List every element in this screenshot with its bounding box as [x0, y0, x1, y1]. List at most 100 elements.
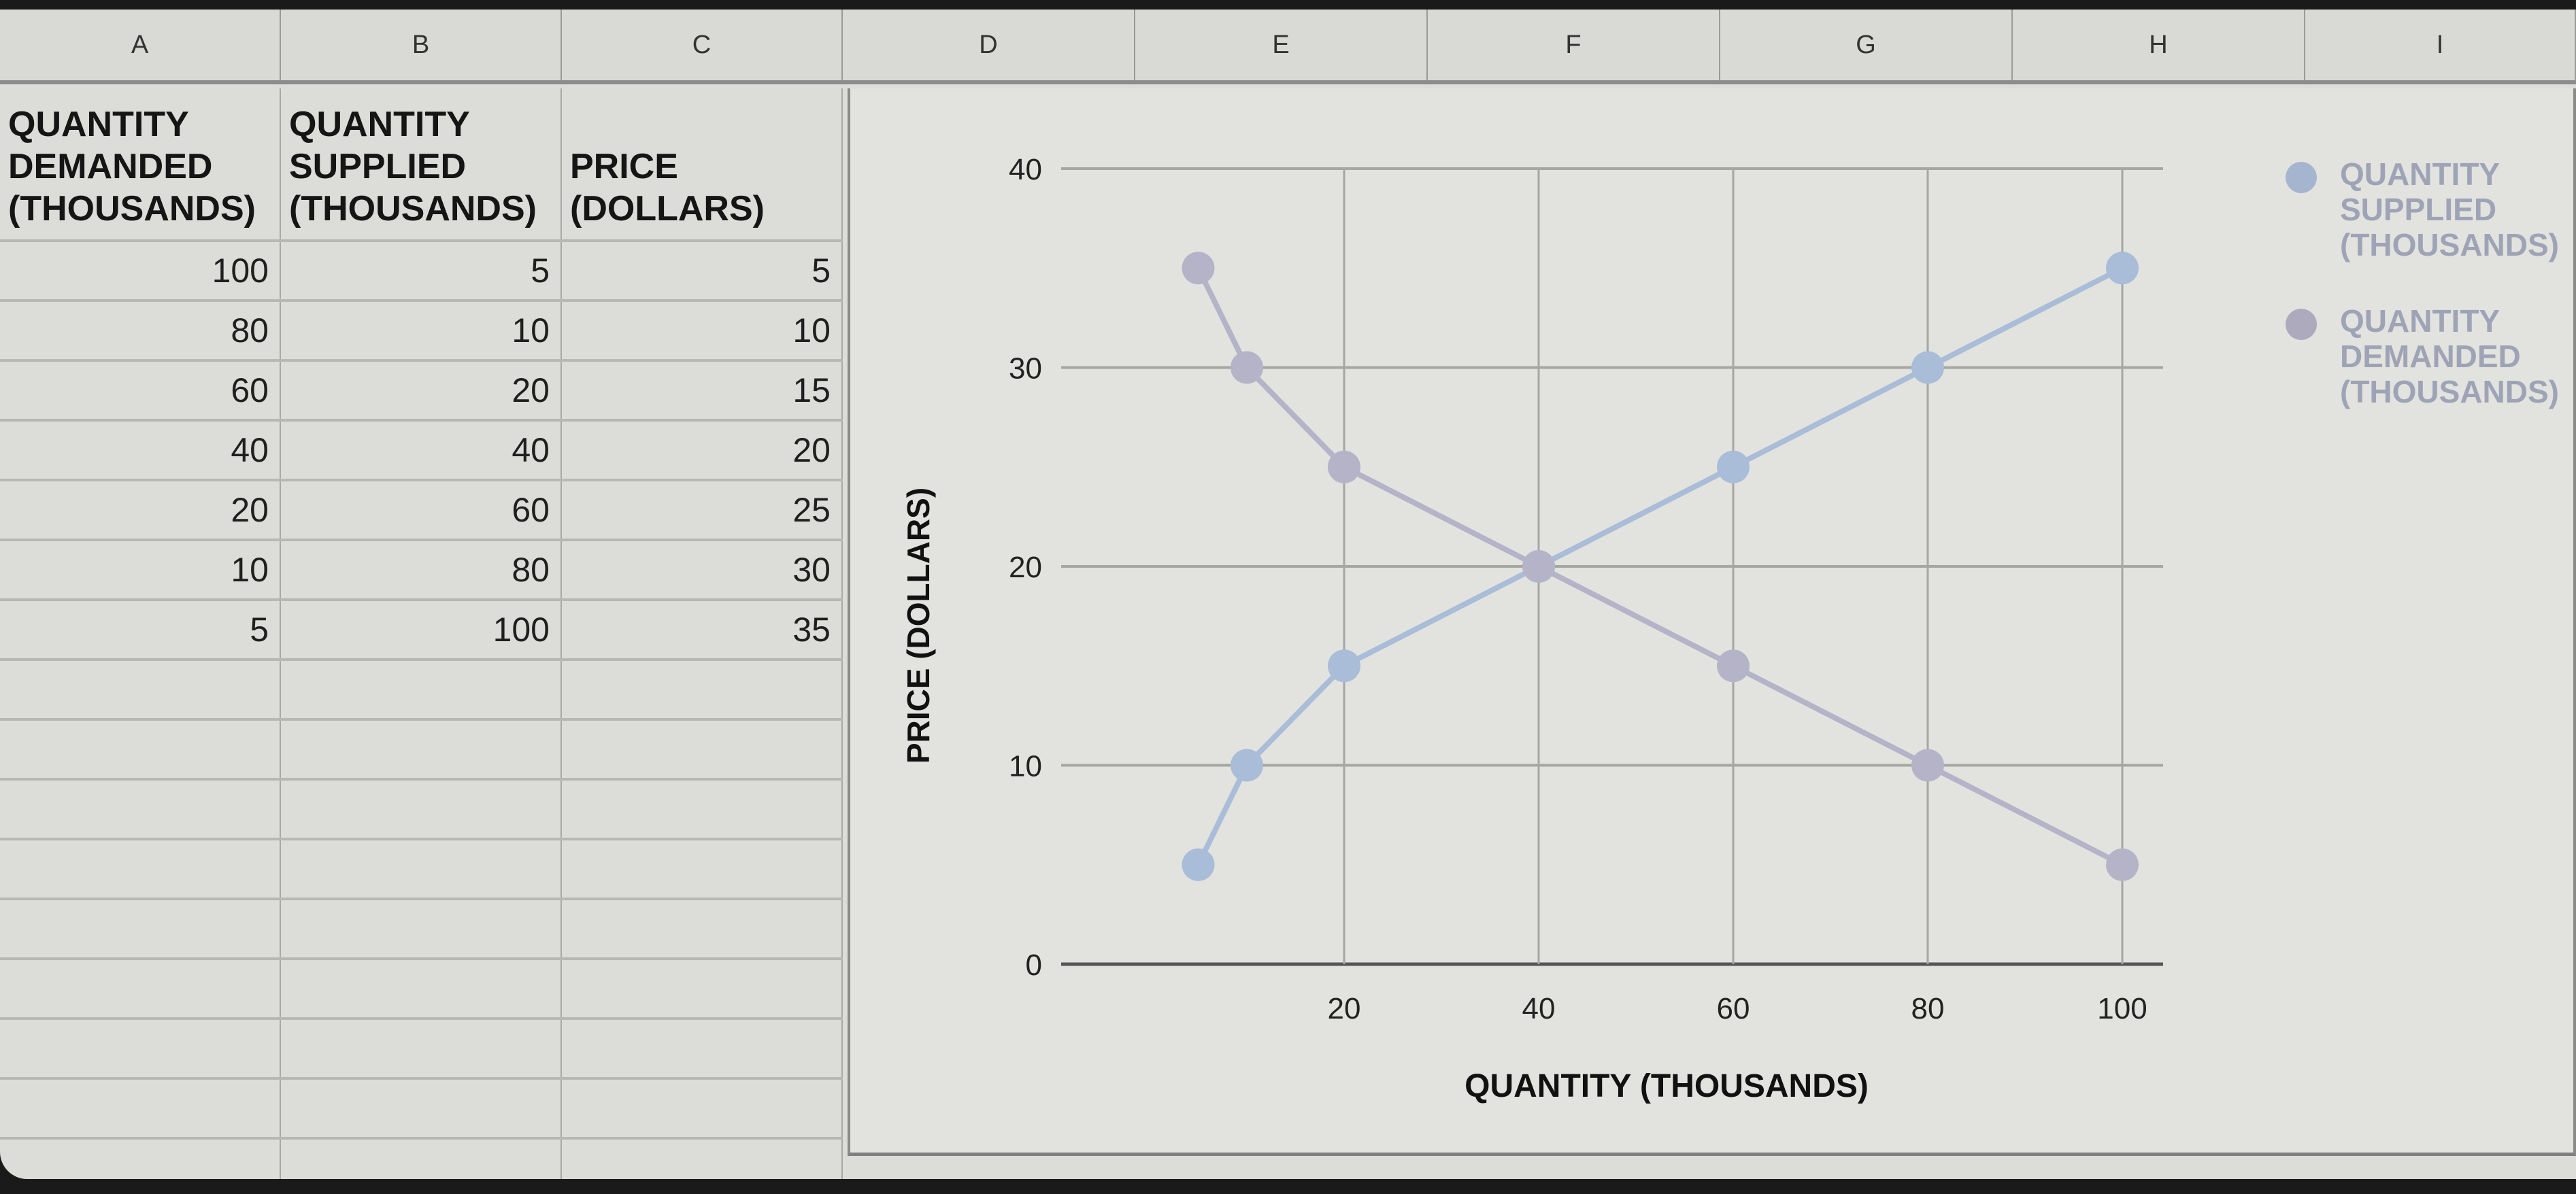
table-cell[interactable]: 5 [281, 242, 562, 299]
column-header-f[interactable]: F [1428, 10, 1720, 80]
table-cell[interactable]: 35 [562, 601, 843, 658]
empty-cell[interactable] [562, 840, 843, 898]
empty-cell[interactable] [0, 900, 281, 957]
y-axis-title: PRICE (DOLLARS) [901, 487, 936, 764]
supply-point[interactable] [2106, 252, 2139, 285]
empty-cell[interactable] [281, 781, 562, 838]
empty-row [0, 900, 843, 960]
table-cell[interactable]: 20 [0, 481, 281, 539]
legend-item-supplied[interactable]: QUANTITY SUPPLIED (THOUSANDS) [2286, 156, 2573, 262]
table-cell[interactable]: 10 [562, 302, 843, 359]
empty-cell[interactable] [562, 661, 843, 718]
header-price[interactable]: PRICE (DOLLARS) [562, 88, 843, 239]
y-tick-label: 10 [1009, 750, 1042, 783]
empty-cell[interactable] [281, 900, 562, 957]
empty-cell[interactable] [0, 661, 281, 718]
demand-point[interactable] [1911, 749, 1944, 782]
x-tick-label: 20 [1328, 992, 1361, 1025]
demand-point[interactable] [1231, 351, 1263, 384]
empty-cell[interactable] [281, 960, 562, 1017]
table-row: 10 80 30 [0, 541, 843, 601]
supply-point[interactable] [1182, 848, 1215, 881]
supply-demand-chart[interactable]: 0 10 20 30 40 20 40 60 80 100 PRICE (DOLLARS) QUA… [848, 88, 2576, 1156]
column-header-b[interactable]: B [281, 10, 562, 80]
y-tick-label: 40 [1009, 153, 1042, 186]
empty-cell[interactable] [281, 721, 562, 778]
header-quantity-demanded[interactable]: QUANTITY DEMANDED (THOUSANDS) [0, 88, 281, 239]
demand-point[interactable] [1182, 252, 1215, 285]
table-cell[interactable]: 40 [0, 422, 281, 479]
empty-cell[interactable] [562, 1020, 843, 1077]
empty-cell[interactable] [562, 721, 843, 778]
column-header-c[interactable]: C [562, 10, 843, 80]
empty-cell[interactable] [562, 960, 843, 1017]
table-cell[interactable]: 10 [281, 302, 562, 359]
demand-point[interactable] [1717, 649, 1750, 683]
supply-point[interactable] [1328, 649, 1360, 683]
empty-cell[interactable] [0, 1140, 281, 1179]
empty-row [0, 1080, 843, 1140]
empty-cell[interactable] [0, 960, 281, 1017]
empty-cell[interactable] [562, 1140, 843, 1179]
table-cell[interactable]: 10 [0, 541, 281, 598]
table-cell[interactable]: 40 [281, 422, 562, 479]
empty-cell[interactable] [562, 1080, 843, 1137]
table-cell[interactable]: 20 [281, 362, 562, 419]
table-row: 20 60 25 [0, 481, 843, 541]
legend-item-demanded[interactable]: QUANTITY DEMANDED (THOUSANDS) [2286, 303, 2573, 409]
legend-label: QUANTITY SUPPLIED (THOUSANDS) [2340, 156, 2559, 262]
column-header-e[interactable]: E [1135, 10, 1428, 80]
table-cell[interactable]: 30 [562, 541, 843, 598]
table-cell[interactable]: 100 [0, 242, 281, 299]
empty-cell[interactable] [281, 661, 562, 718]
table-header-row: QUANTITY DEMANDED (THOUSANDS) QUANTITY S… [0, 88, 843, 242]
data-table: QUANTITY DEMANDED (THOUSANDS) QUANTITY S… [0, 88, 843, 1179]
empty-cell[interactable] [562, 781, 843, 838]
table-cell[interactable]: 80 [281, 541, 562, 598]
table-row: 5 100 35 [0, 601, 843, 661]
empty-cell[interactable] [0, 721, 281, 778]
empty-cell[interactable] [0, 781, 281, 838]
x-tick-label: 100 [2097, 992, 2147, 1025]
demand-point[interactable] [2106, 848, 2139, 881]
column-header-a[interactable]: A [0, 10, 281, 80]
column-header-i[interactable]: I [2305, 10, 2576, 80]
empty-row [0, 781, 843, 840]
column-header-d[interactable]: D [843, 10, 1135, 80]
empty-row [0, 1020, 843, 1080]
table-cell[interactable]: 100 [281, 601, 562, 658]
table-cell[interactable]: 25 [562, 481, 843, 539]
empty-cell[interactable] [0, 1020, 281, 1077]
table-cell[interactable]: 5 [562, 242, 843, 299]
x-axis-title: QUANTITY (THOUSANDS) [1465, 1068, 1869, 1104]
demand-point[interactable] [1522, 550, 1555, 583]
empty-cell[interactable] [281, 1080, 562, 1137]
supply-point[interactable] [1911, 351, 1944, 384]
table-cell[interactable]: 80 [0, 302, 281, 359]
supply-point[interactable] [1231, 749, 1263, 782]
legend-marker-icon [2286, 162, 2317, 193]
supply-point[interactable] [1717, 450, 1750, 483]
table-row: 100 5 5 [0, 242, 843, 302]
column-header-g[interactable]: G [1720, 10, 2013, 80]
empty-cell[interactable] [281, 1020, 562, 1077]
empty-cell[interactable] [0, 1080, 281, 1137]
empty-row [0, 1140, 843, 1179]
table-cell[interactable]: 15 [562, 362, 843, 419]
column-header-h[interactable]: H [2013, 10, 2305, 80]
x-tick-label: 60 [1717, 992, 1750, 1025]
empty-cell[interactable] [281, 840, 562, 898]
x-tick-label: 80 [1911, 992, 1945, 1025]
table-cell[interactable]: 60 [281, 481, 562, 539]
header-quantity-supplied[interactable]: QUANTITY SUPPLIED (THOUSANDS) [281, 88, 562, 239]
empty-cell[interactable] [281, 1140, 562, 1179]
y-tick-label: 20 [1009, 551, 1042, 584]
empty-cell[interactable] [562, 900, 843, 957]
empty-cell[interactable] [0, 840, 281, 898]
table-cell[interactable]: 20 [562, 422, 843, 479]
table-cell[interactable]: 5 [0, 601, 281, 658]
table-cell[interactable]: 60 [0, 362, 281, 419]
demand-point[interactable] [1328, 450, 1360, 483]
